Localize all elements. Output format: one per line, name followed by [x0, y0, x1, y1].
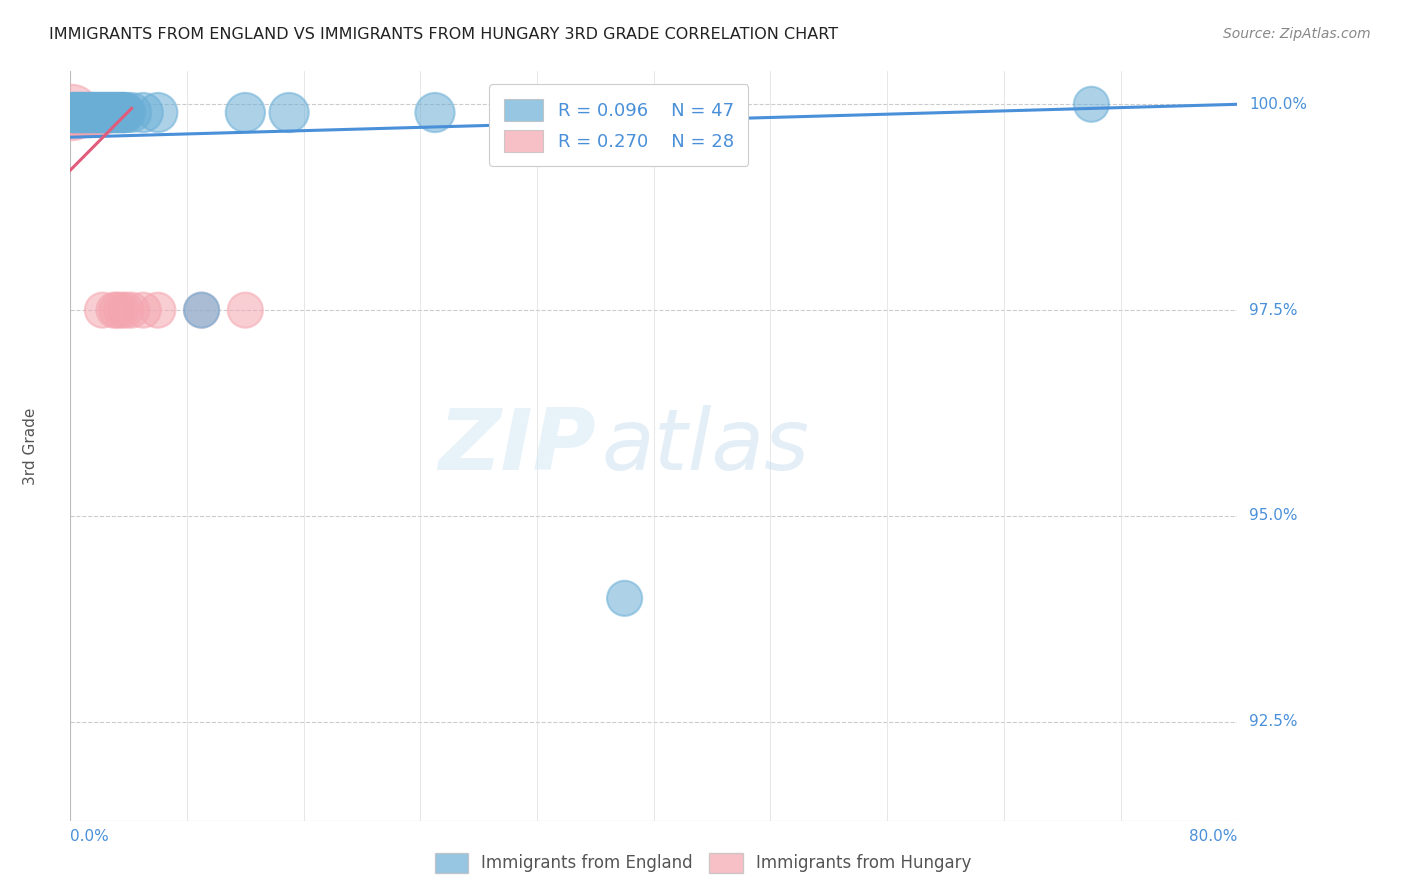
Point [72, 105, 94, 120]
Point [233, 303, 256, 318]
Point [70, 105, 93, 120]
Text: ZIP: ZIP [437, 404, 596, 488]
Point [73, 105, 96, 120]
Point [66, 105, 89, 120]
Point [60, 105, 83, 120]
Point [63, 105, 86, 120]
Point [121, 105, 143, 120]
Point [76, 110, 98, 124]
Point [60, 105, 83, 120]
Point [76, 105, 98, 120]
Point [93, 105, 115, 120]
Point [82, 105, 104, 120]
Point [91, 303, 114, 318]
Point [94, 105, 117, 120]
Point [107, 105, 129, 120]
Point [90, 105, 112, 120]
Point [105, 303, 128, 318]
Point [91, 105, 114, 120]
Point [77, 105, 100, 120]
Point [146, 303, 169, 318]
Text: 92.5%: 92.5% [1249, 714, 1298, 730]
Point [62, 105, 84, 120]
Point [146, 105, 169, 120]
Text: 97.5%: 97.5% [1249, 302, 1298, 318]
Point [72, 110, 94, 124]
Text: atlas: atlas [602, 404, 810, 488]
Point [69, 105, 91, 120]
Text: IMMIGRANTS FROM ENGLAND VS IMMIGRANTS FROM HUNGARY 3RD GRADE CORRELATION CHART: IMMIGRANTS FROM ENGLAND VS IMMIGRANTS FR… [49, 27, 838, 42]
Point [66, 110, 89, 124]
Point [75, 110, 97, 124]
Point [108, 105, 131, 120]
Point [87, 105, 110, 120]
Text: 95.0%: 95.0% [1249, 508, 1298, 524]
Point [110, 303, 132, 318]
Point [100, 105, 122, 120]
Point [83, 110, 105, 124]
Text: 80.0%: 80.0% [1189, 829, 1237, 844]
Point [65, 110, 87, 124]
Point [96, 105, 118, 120]
Legend: R = 0.096    N = 47, R = 0.270    N = 28: R = 0.096 N = 47, R = 0.270 N = 28 [489, 84, 748, 166]
Point [83, 105, 105, 120]
Text: 0.0%: 0.0% [70, 829, 110, 844]
Point [75, 105, 97, 120]
Point [103, 105, 125, 120]
Point [423, 105, 446, 120]
Point [104, 105, 127, 120]
Point [98, 105, 121, 120]
Point [110, 105, 132, 120]
Point [69, 110, 91, 124]
Point [101, 105, 124, 120]
Point [62, 105, 84, 120]
Point [114, 105, 136, 120]
Point [89, 105, 111, 120]
Point [82, 110, 104, 124]
Point [132, 303, 155, 318]
Point [105, 105, 128, 120]
Text: Source: ZipAtlas.com: Source: ZipAtlas.com [1223, 27, 1371, 41]
Point [112, 105, 135, 120]
Point [121, 303, 143, 318]
Point [103, 303, 125, 318]
Point [84, 105, 107, 120]
Point [67, 105, 90, 120]
Point [114, 303, 136, 318]
Point [97, 105, 120, 120]
Point [89, 110, 111, 124]
Legend: Immigrants from England, Immigrants from Hungary: Immigrants from England, Immigrants from… [427, 847, 979, 880]
Point [65, 105, 87, 120]
Point [67, 110, 90, 124]
Point [233, 105, 256, 120]
Point [613, 591, 636, 606]
Point [132, 105, 155, 120]
Point [63, 110, 86, 124]
Point [70, 110, 93, 124]
Text: 100.0%: 100.0% [1249, 97, 1308, 112]
Point [86, 110, 108, 124]
Point [73, 110, 96, 124]
Point [80, 110, 103, 124]
Point [278, 105, 301, 120]
Point [190, 303, 212, 318]
Point [86, 105, 108, 120]
Point [1080, 97, 1102, 112]
Text: 3rd Grade: 3rd Grade [24, 408, 38, 484]
Point [111, 105, 134, 120]
Point [80, 105, 103, 120]
Point [77, 110, 100, 124]
Point [190, 303, 212, 318]
